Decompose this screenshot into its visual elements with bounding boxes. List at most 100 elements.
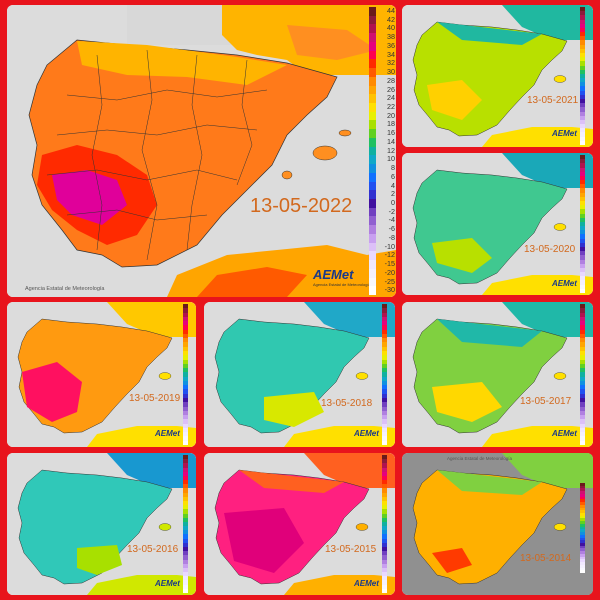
legend-swatch (183, 351, 188, 356)
legend-swatch (580, 167, 585, 173)
legend-label: 18 (387, 119, 395, 129)
legend-swatch (580, 532, 585, 536)
legend-swatch (382, 555, 387, 561)
legend-swatch (382, 376, 387, 382)
legend-swatch (369, 216, 376, 226)
legend-swatch (580, 440, 585, 446)
legend-swatch (369, 120, 376, 130)
legend-swatch (580, 171, 585, 177)
legend-swatch (382, 488, 387, 494)
legend-swatch (580, 329, 585, 335)
legend-swatch (183, 432, 188, 437)
aemet-logo: AEMet Agencia Estatal de Meteorología (313, 267, 371, 287)
temperature-legend (580, 7, 592, 146)
legend-swatch (183, 480, 188, 485)
legend-swatch (382, 467, 387, 473)
legend-swatch (183, 509, 188, 515)
legend-label: 6 (391, 171, 395, 181)
legend-swatch (382, 505, 387, 510)
legend-swatch (580, 488, 585, 492)
legend-swatch (369, 68, 376, 78)
legend-swatch (580, 242, 585, 248)
logo-text: AEMet (552, 429, 577, 438)
temperature-map-2021 (402, 5, 593, 147)
legend-swatch (580, 234, 585, 240)
logo-text: AEMet (552, 129, 577, 138)
legend-swatch (580, 267, 585, 273)
temperature-map-2014 (402, 453, 593, 595)
legend-swatch (580, 351, 585, 356)
legend-swatch (382, 363, 387, 369)
legend-swatch (369, 164, 376, 174)
legend-swatch (580, 90, 585, 96)
date-label: 13-05-2022 (250, 195, 353, 217)
legend-swatch (580, 159, 585, 164)
agency-label: Agencia Estatal de Meteorología (25, 286, 105, 292)
legend-swatch (580, 119, 585, 125)
legend-swatch (183, 505, 188, 510)
legend-swatch (580, 312, 585, 318)
legend-swatch (382, 316, 387, 322)
legend-swatch (382, 346, 387, 352)
legend-swatch (580, 263, 585, 269)
logo-text: AEMet (552, 279, 577, 288)
legend-label: -20 (384, 267, 395, 277)
temperature-legend (382, 455, 394, 594)
legend-swatch (369, 155, 376, 165)
legend-swatch (382, 410, 387, 416)
legend-swatch (369, 129, 376, 139)
legend-swatch (580, 393, 585, 399)
legend-swatch (183, 410, 188, 416)
legend-swatch (183, 580, 188, 586)
legend-swatch (580, 510, 585, 514)
date-label: 13-05-2021 (527, 95, 579, 106)
legend-swatch (369, 181, 376, 191)
legend-label: 0 (391, 198, 395, 207)
map-panel-2020: 13-05-2020 AEMet (402, 153, 593, 295)
legend-swatch (580, 419, 585, 425)
legend-swatch (580, 402, 585, 408)
aemet-logo: AEMet (155, 429, 180, 438)
legend-swatch (580, 226, 585, 231)
date-label: 13-05-2018 (321, 398, 373, 409)
map-panel-2019: 13-05-2019 AEMet (7, 302, 196, 447)
legend-swatch (382, 471, 387, 477)
legend-swatch (580, 537, 585, 541)
legend-swatch (580, 359, 585, 365)
legend-swatch (382, 304, 387, 309)
legend-swatch (580, 321, 585, 326)
legend-swatch (580, 427, 585, 433)
legend-swatch (580, 410, 585, 416)
legend-swatch (580, 398, 585, 403)
legend-swatch (382, 415, 387, 420)
legend-swatch (382, 526, 387, 531)
legend-swatch (580, 423, 585, 429)
legend-swatch (369, 103, 376, 113)
legend-swatch (183, 346, 188, 352)
legend-swatch (580, 515, 585, 519)
legend-label: 32 (387, 58, 395, 68)
legend-label: 28 (387, 75, 395, 85)
temperature-map-2017 (402, 302, 593, 447)
aemet-logo: AEMet (552, 279, 577, 288)
legend-label: 8 (391, 163, 395, 173)
legend-swatch (369, 137, 376, 148)
legend-swatch (580, 304, 585, 309)
legend-swatch (580, 485, 585, 489)
legend-swatch (580, 175, 585, 181)
legend-swatch (382, 423, 387, 429)
legend-swatch (369, 59, 376, 69)
map-panel-2015: 13-05-2015 AEMet (204, 453, 395, 595)
legend-swatch (580, 521, 585, 525)
legend-swatch (580, 499, 585, 503)
legend-swatch (183, 555, 188, 561)
legend-label: 10 (387, 154, 395, 164)
aemet-logo: AEMet (155, 579, 180, 588)
legend-swatch (382, 368, 387, 373)
legend-swatch (183, 385, 188, 390)
legend-swatch (580, 548, 585, 552)
legend-swatch (580, 368, 585, 373)
legend-swatch (183, 415, 188, 420)
legend-swatch (369, 225, 376, 235)
legend-swatch (382, 393, 387, 399)
